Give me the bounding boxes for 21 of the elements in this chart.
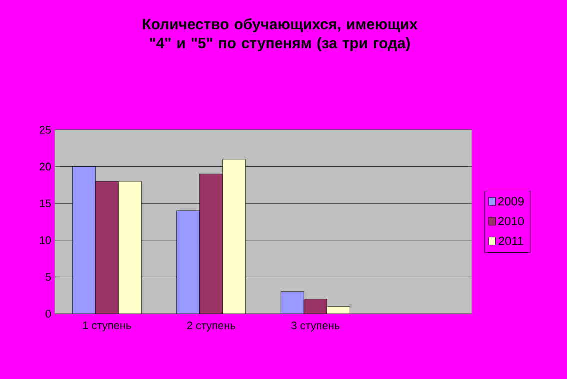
bar <box>280 292 304 314</box>
x-tick-label: 1 ступень <box>83 322 132 332</box>
y-tick-label: 25 <box>40 126 52 134</box>
y-tick-label: 5 <box>46 273 52 282</box>
bar <box>176 210 200 314</box>
x-tick-label: 3 ступень <box>292 322 340 332</box>
legend-label: 2010 <box>498 217 524 226</box>
y-tick-label: 20 <box>40 162 52 171</box>
bar <box>304 299 328 314</box>
legend-label: 2011 <box>498 236 524 246</box>
y-tick-label: 0 <box>46 310 52 318</box>
y-tick-label: 10 <box>40 236 52 244</box>
chart-title: Количество обучающихся, имеющих "4" и "5" по ступеням (за три года) <box>143 18 418 52</box>
legend-label: 2009 <box>498 197 524 206</box>
bar <box>200 174 224 314</box>
bar <box>222 159 246 314</box>
bar <box>118 181 142 314</box>
bar <box>95 181 119 314</box>
bar <box>72 166 96 314</box>
x-tick-label: 2 ступень <box>187 322 236 332</box>
y-tick-label: 15 <box>40 200 52 208</box>
